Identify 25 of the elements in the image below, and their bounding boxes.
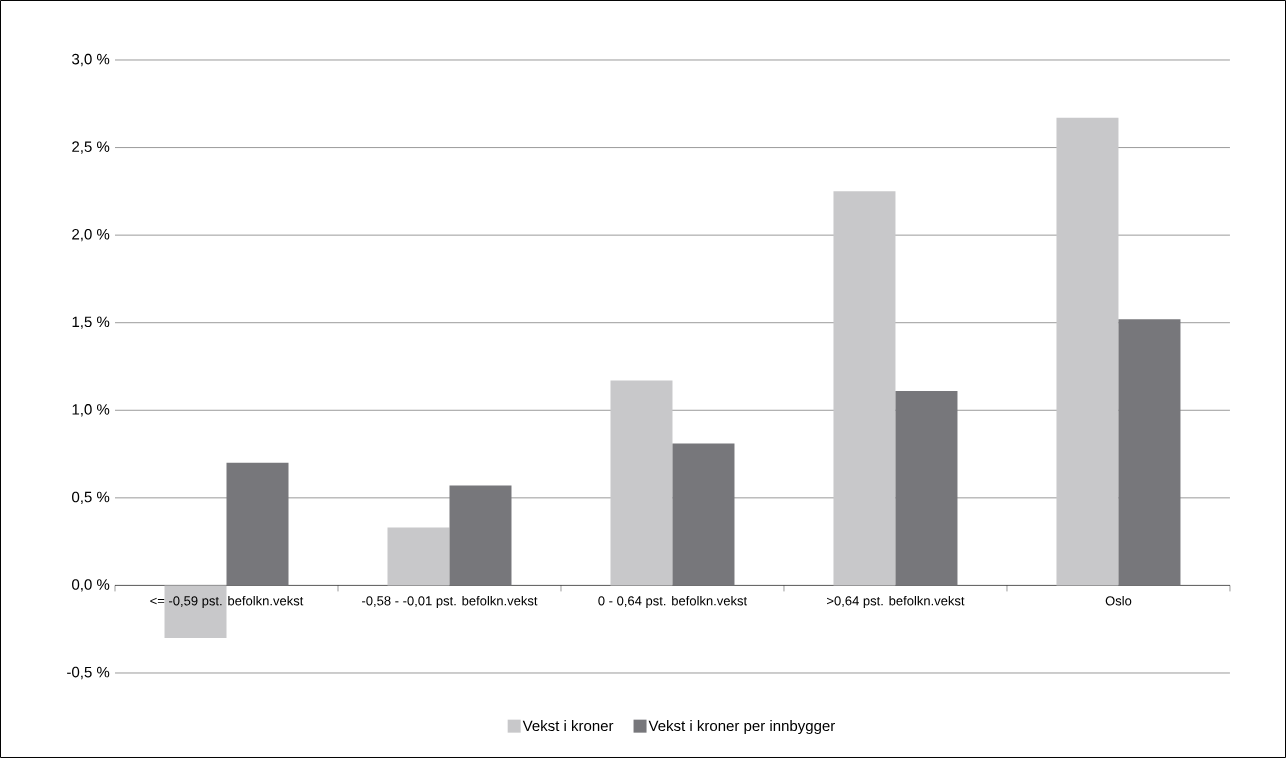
y-tick-label: -0,5 % xyxy=(67,666,110,680)
y-tick-label: 2,0 % xyxy=(72,228,110,242)
y-tick-label: 1,0 % xyxy=(72,404,110,417)
bar xyxy=(895,391,958,586)
x-tick-label: 0 - 0,64 pst. befolkn.vekst xyxy=(598,595,748,608)
bar xyxy=(226,462,289,586)
x-tick-label: -0,58 - -0,01 pst. befolkn.vekst xyxy=(362,595,538,608)
y-tick-label: 2,5 % xyxy=(72,141,110,154)
y-tick-label: 1,5 % xyxy=(72,316,110,329)
bar xyxy=(610,380,673,586)
bar xyxy=(672,443,735,586)
bar xyxy=(1056,117,1119,586)
x-tick-label: >0,64 pst. befolkn.vekst xyxy=(827,595,965,608)
x-tick-label: <= -0,59 pst. befolkn.vekst xyxy=(150,595,304,608)
legend-label: Vekst i kroner xyxy=(522,720,614,732)
bar xyxy=(387,527,450,586)
bar xyxy=(1118,319,1181,586)
legend-label: Vekst i kroner per innbygger xyxy=(648,720,836,735)
y-tick-label: 3,0 % xyxy=(72,53,110,67)
y-tick-label: 0,0 % xyxy=(72,579,110,592)
y-tick-label: 0,5 % xyxy=(72,491,110,505)
bar xyxy=(449,485,512,586)
x-tick-label: Oslo xyxy=(1105,595,1132,606)
bar xyxy=(833,191,896,586)
bar xyxy=(164,585,227,638)
